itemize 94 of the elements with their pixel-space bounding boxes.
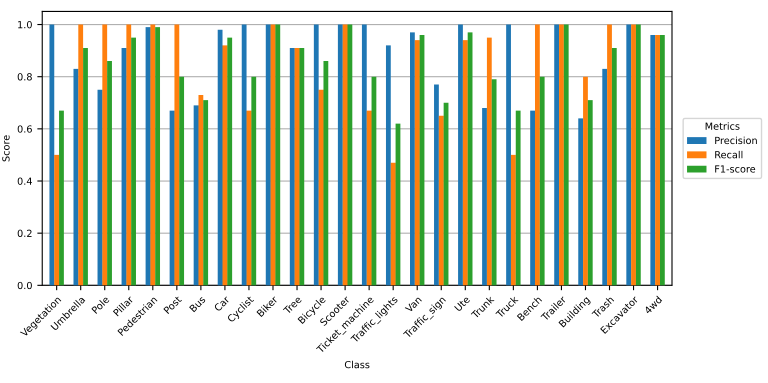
y-axis-title: Score <box>2 135 10 162</box>
bar <box>434 84 439 286</box>
x-tick-label: Pole <box>91 295 110 314</box>
bar <box>636 24 641 286</box>
bar <box>534 24 540 286</box>
bar <box>270 24 276 286</box>
bar <box>194 105 198 286</box>
bar <box>318 90 324 286</box>
bar <box>54 154 60 286</box>
bar <box>218 30 223 286</box>
bar <box>482 108 487 286</box>
bar <box>323 61 328 286</box>
bar <box>438 116 444 286</box>
bar <box>516 110 521 286</box>
y-tick-label: 0.6 <box>18 125 32 133</box>
bar <box>122 48 126 286</box>
bar <box>626 24 632 286</box>
bar <box>222 45 228 286</box>
bar <box>98 90 102 286</box>
y-tick-label: 0.8 <box>18 73 32 81</box>
legend-title: Metrics <box>706 122 740 130</box>
x-axis-title: Class <box>344 360 370 368</box>
bar <box>170 110 174 286</box>
legend-label: F1-score <box>715 165 756 173</box>
y-tick-label: 1.0 <box>18 21 32 28</box>
bar <box>631 24 636 286</box>
y-tick-label: 0.4 <box>18 177 32 185</box>
bar <box>414 40 420 286</box>
bar <box>251 76 256 286</box>
bar <box>83 48 88 286</box>
bar <box>59 110 64 286</box>
bar <box>410 32 415 286</box>
bar <box>179 76 184 286</box>
bar <box>607 24 612 286</box>
bar <box>174 24 180 286</box>
bar <box>372 76 376 286</box>
bar <box>198 94 204 286</box>
bar <box>73 68 78 286</box>
bar <box>78 24 84 286</box>
bar <box>540 76 545 286</box>
bar <box>559 24 564 286</box>
bar <box>458 24 463 286</box>
bar <box>348 24 352 286</box>
x-tick-label: Car <box>214 295 230 312</box>
bar <box>602 68 608 286</box>
bar <box>655 34 660 286</box>
bar <box>242 24 247 286</box>
bar <box>338 24 343 286</box>
bar <box>294 48 300 286</box>
bar <box>486 38 492 286</box>
bar <box>299 48 304 286</box>
bar <box>444 102 448 286</box>
bar <box>530 110 535 286</box>
bar <box>342 24 348 286</box>
y-tick-label: 0.2 <box>18 230 32 238</box>
bar <box>386 45 391 286</box>
y-tick-label: 0.0 <box>18 282 32 290</box>
bar <box>468 32 472 286</box>
bar <box>146 27 150 286</box>
bar <box>396 124 400 286</box>
bar <box>290 48 295 286</box>
legend-label: Recall <box>715 150 742 158</box>
bar <box>49 24 54 286</box>
bar <box>126 24 132 286</box>
bar <box>246 110 252 286</box>
bar <box>583 76 588 286</box>
bar <box>578 118 584 286</box>
bar <box>564 24 569 286</box>
bar <box>588 100 593 286</box>
bar <box>155 27 160 286</box>
bar <box>510 154 516 286</box>
bar <box>420 34 424 286</box>
bar <box>275 24 280 286</box>
bar <box>150 24 156 286</box>
bar <box>107 61 112 286</box>
bar <box>102 24 108 286</box>
bar <box>390 162 396 286</box>
bar <box>227 38 232 286</box>
bar <box>492 79 497 286</box>
bar <box>612 48 617 286</box>
bar <box>131 38 136 286</box>
bar <box>660 34 665 286</box>
bar <box>506 24 511 286</box>
legend-label: Precision <box>715 136 757 144</box>
x-tick-label: Bus <box>189 296 206 312</box>
bar <box>203 100 208 286</box>
x-tick-label: Ute <box>454 296 470 312</box>
bar <box>650 34 656 286</box>
bar <box>314 24 319 286</box>
bar <box>362 24 367 286</box>
bar <box>266 24 271 286</box>
bar <box>366 110 372 286</box>
bar <box>554 24 560 286</box>
bar <box>462 40 468 286</box>
